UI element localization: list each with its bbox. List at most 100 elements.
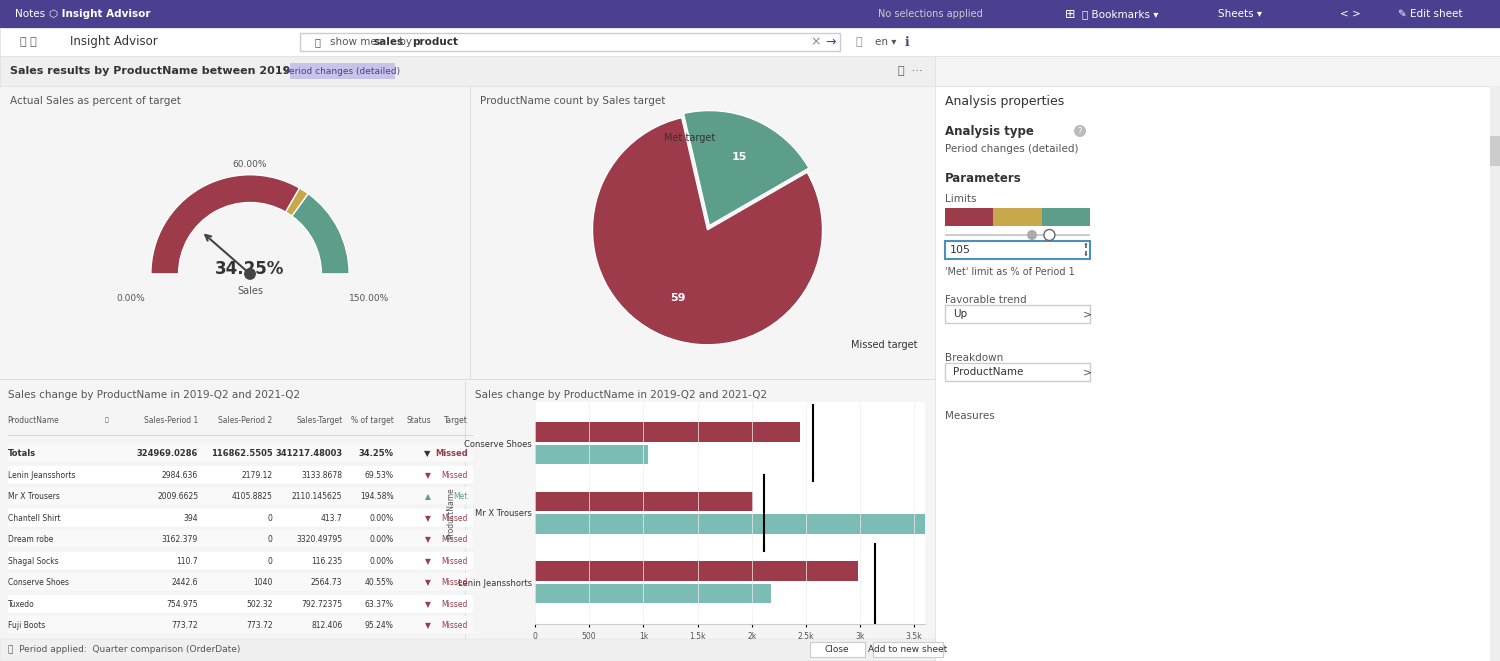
Text: product: product (413, 37, 458, 47)
Text: 34.25%: 34.25% (216, 260, 285, 278)
Text: Missed: Missed (441, 600, 468, 609)
Text: 812.406: 812.406 (310, 621, 342, 630)
Bar (8, 551, 472, 570)
Text: Parameters: Parameters (945, 173, 1022, 186)
Text: Missed: Missed (441, 514, 468, 523)
Text: Close: Close (825, 646, 849, 654)
Text: 792.72375: 792.72375 (302, 600, 342, 609)
Text: 95.24%: 95.24% (364, 621, 393, 630)
Text: 2442.6: 2442.6 (171, 578, 198, 587)
Bar (0, 639, 934, 661)
Text: ⬜ ⬜: ⬜ ⬜ (20, 37, 36, 47)
Text: Missed: Missed (435, 449, 468, 458)
Bar (8, 444, 472, 463)
Text: 2564.73: 2564.73 (310, 578, 342, 587)
Text: Period changes (detailed): Period changes (detailed) (945, 144, 1078, 154)
Text: ▼: ▼ (424, 621, 430, 630)
Text: 150.00%: 150.00% (350, 294, 388, 303)
Bar (945, 305, 1090, 323)
Text: Measures: Measures (945, 411, 994, 421)
Text: >: > (1083, 367, 1092, 377)
Text: by: by (396, 37, 416, 47)
Bar (8, 616, 472, 635)
Text: Missed: Missed (441, 535, 468, 544)
Text: ×: × (810, 36, 820, 48)
Wedge shape (285, 188, 309, 216)
Text: 2110.145625: 2110.145625 (292, 492, 342, 501)
Bar (0, 56, 934, 86)
Text: 69.53%: 69.53% (364, 471, 393, 480)
Text: ▲: ▲ (424, 492, 430, 501)
Text: Target: Target (444, 416, 468, 425)
Text: 40.55%: 40.55% (364, 578, 393, 587)
Text: < >: < > (1340, 9, 1360, 19)
Text: 0: 0 (267, 557, 273, 566)
Bar (0, 0, 1500, 28)
Text: Shagal Socks: Shagal Socks (8, 557, 59, 566)
Text: Missed: Missed (441, 471, 468, 480)
Text: Breakdown: Breakdown (945, 353, 1004, 363)
Text: 0: 0 (267, 514, 273, 523)
Text: 0.00%: 0.00% (369, 514, 393, 523)
Text: ⬡ Insight Advisor: ⬡ Insight Advisor (50, 9, 150, 19)
Text: Sales change by ProductName in 2019-Q2 and 2021-Q2: Sales change by ProductName in 2019-Q2 a… (8, 389, 300, 399)
Text: 3162.379: 3162.379 (162, 535, 198, 544)
Text: sales: sales (374, 37, 404, 47)
Text: Analysis type: Analysis type (945, 124, 1034, 137)
Text: Chantell Shirt: Chantell Shirt (8, 514, 60, 523)
Text: Lenin Jeansshorts: Lenin Jeansshorts (8, 471, 75, 480)
Text: 1040: 1040 (254, 578, 273, 587)
Text: ProductName count by Sales target: ProductName count by Sales target (480, 96, 666, 106)
Circle shape (1044, 229, 1054, 241)
Text: Up: Up (952, 309, 968, 319)
Text: No selections applied: No selections applied (878, 9, 983, 19)
Text: 4105.8825: 4105.8825 (231, 492, 273, 501)
Text: 116.235: 116.235 (310, 557, 342, 566)
Text: ProductName: ProductName (8, 416, 60, 425)
Text: Actual Sales as percent of target: Actual Sales as percent of target (10, 96, 181, 106)
Text: ℹ: ℹ (904, 36, 909, 48)
Text: ▼: ▼ (424, 514, 430, 523)
Text: Met: Met (453, 492, 468, 501)
Text: 341217.48003: 341217.48003 (274, 449, 342, 458)
Text: ⬆
⬇: ⬆ ⬇ (1083, 243, 1089, 256)
Bar (934, 86, 1500, 661)
Text: Insight Advisor: Insight Advisor (70, 36, 158, 48)
Circle shape (244, 268, 256, 280)
Text: 324969.0286: 324969.0286 (136, 449, 198, 458)
Text: Sales-Period 2: Sales-Period 2 (219, 416, 273, 425)
Text: Dream robe: Dream robe (8, 535, 52, 544)
Bar (8, 465, 472, 484)
Wedge shape (152, 175, 300, 274)
Text: 413.7: 413.7 (321, 514, 342, 523)
Bar (993, 208, 1041, 226)
Text: Sales results by ProductName between 2019-Q2 and 2021-Q2: Sales results by ProductName between 201… (10, 66, 396, 76)
Text: 'Met' limit as % of Period 1: 'Met' limit as % of Period 1 (945, 267, 1074, 277)
Text: 34.25%: 34.25% (358, 449, 393, 458)
Text: Add to new sheet: Add to new sheet (868, 646, 948, 654)
Bar (8, 487, 472, 506)
Text: Tuxedo: Tuxedo (8, 600, 34, 609)
Bar (536, 584, 771, 603)
Text: 773.72: 773.72 (246, 621, 273, 630)
Text: Favorable trend: Favorable trend (945, 295, 1026, 305)
Bar (873, 642, 944, 657)
Text: ▼: ▼ (424, 600, 430, 609)
Bar (300, 33, 840, 51)
Text: ?: ? (1077, 126, 1083, 136)
Text: Limits: Limits (945, 194, 976, 204)
Text: 110.7: 110.7 (177, 557, 198, 566)
Bar (8, 530, 472, 549)
Text: 2009.6625: 2009.6625 (158, 492, 198, 501)
Bar (8, 595, 472, 613)
Y-axis label: ProductName: ProductName (447, 487, 456, 539)
Text: 60.00%: 60.00% (232, 161, 267, 169)
Bar (1041, 208, 1090, 226)
Text: Notes: Notes (15, 9, 45, 19)
Text: 🔍: 🔍 (105, 418, 110, 423)
Text: ⓘ  Period applied:  Quarter comparison (OrderDate): ⓘ Period applied: Quarter comparison (Or… (8, 646, 240, 654)
Bar (810, 642, 865, 657)
Text: 🔍: 🔍 (315, 37, 321, 47)
Bar (536, 422, 800, 442)
Bar (945, 234, 1090, 236)
